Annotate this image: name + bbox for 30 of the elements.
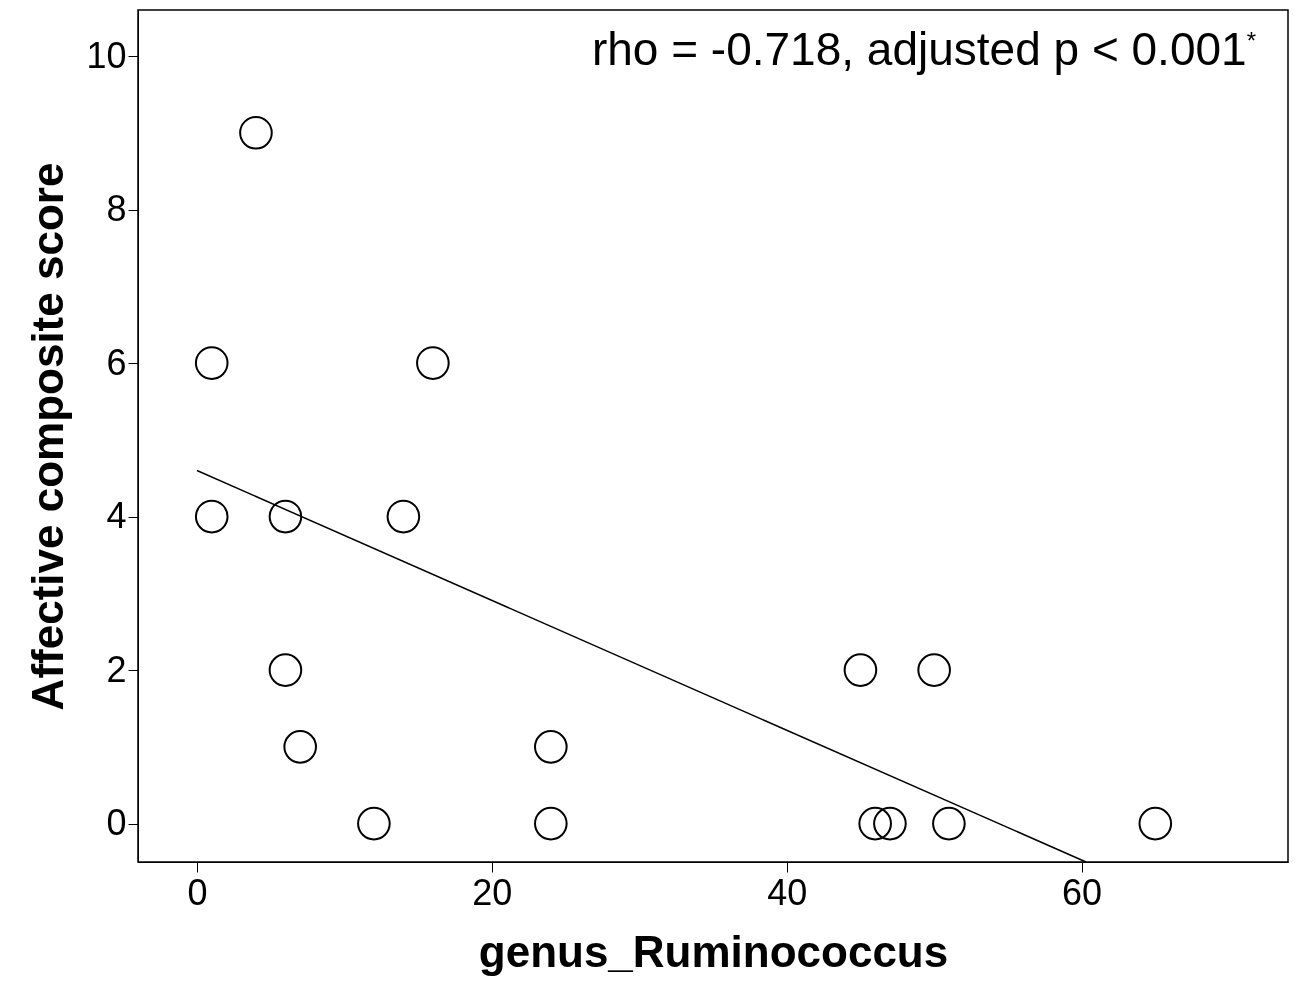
point bbox=[239, 116, 273, 150]
point bbox=[873, 806, 907, 841]
x-tick-label: 60 bbox=[1062, 871, 1103, 913]
y-tick-label: 6 bbox=[106, 341, 127, 383]
annotation: rho = -0.718, adjusted p < 0.001$^{*}$ bbox=[591, 22, 1256, 76]
y-tick-label: 10 bbox=[86, 34, 127, 76]
x-tick-label: 0 bbox=[187, 871, 208, 913]
point bbox=[194, 499, 229, 534]
point bbox=[917, 653, 951, 687]
x-axis-title: genus_Ruminococcus bbox=[478, 926, 949, 976]
point bbox=[283, 730, 317, 764]
x-tick-label: 20 bbox=[472, 871, 513, 913]
y-tick-label: 0 bbox=[106, 802, 127, 844]
point bbox=[386, 499, 421, 534]
point bbox=[858, 806, 892, 841]
point bbox=[194, 346, 229, 380]
point bbox=[534, 730, 568, 764]
point bbox=[1138, 806, 1173, 841]
point bbox=[416, 346, 450, 380]
y-axis-title: Affective composite score bbox=[23, 162, 73, 711]
point bbox=[932, 806, 966, 841]
point bbox=[357, 806, 391, 841]
point bbox=[843, 653, 878, 687]
x-tick-label: 40 bbox=[767, 871, 808, 913]
y-tick-label: 8 bbox=[106, 188, 127, 230]
y-tick-label: 4 bbox=[106, 495, 127, 537]
point bbox=[534, 806, 568, 841]
y-tick-label: 2 bbox=[106, 648, 127, 690]
point bbox=[268, 499, 303, 534]
point bbox=[268, 653, 303, 687]
